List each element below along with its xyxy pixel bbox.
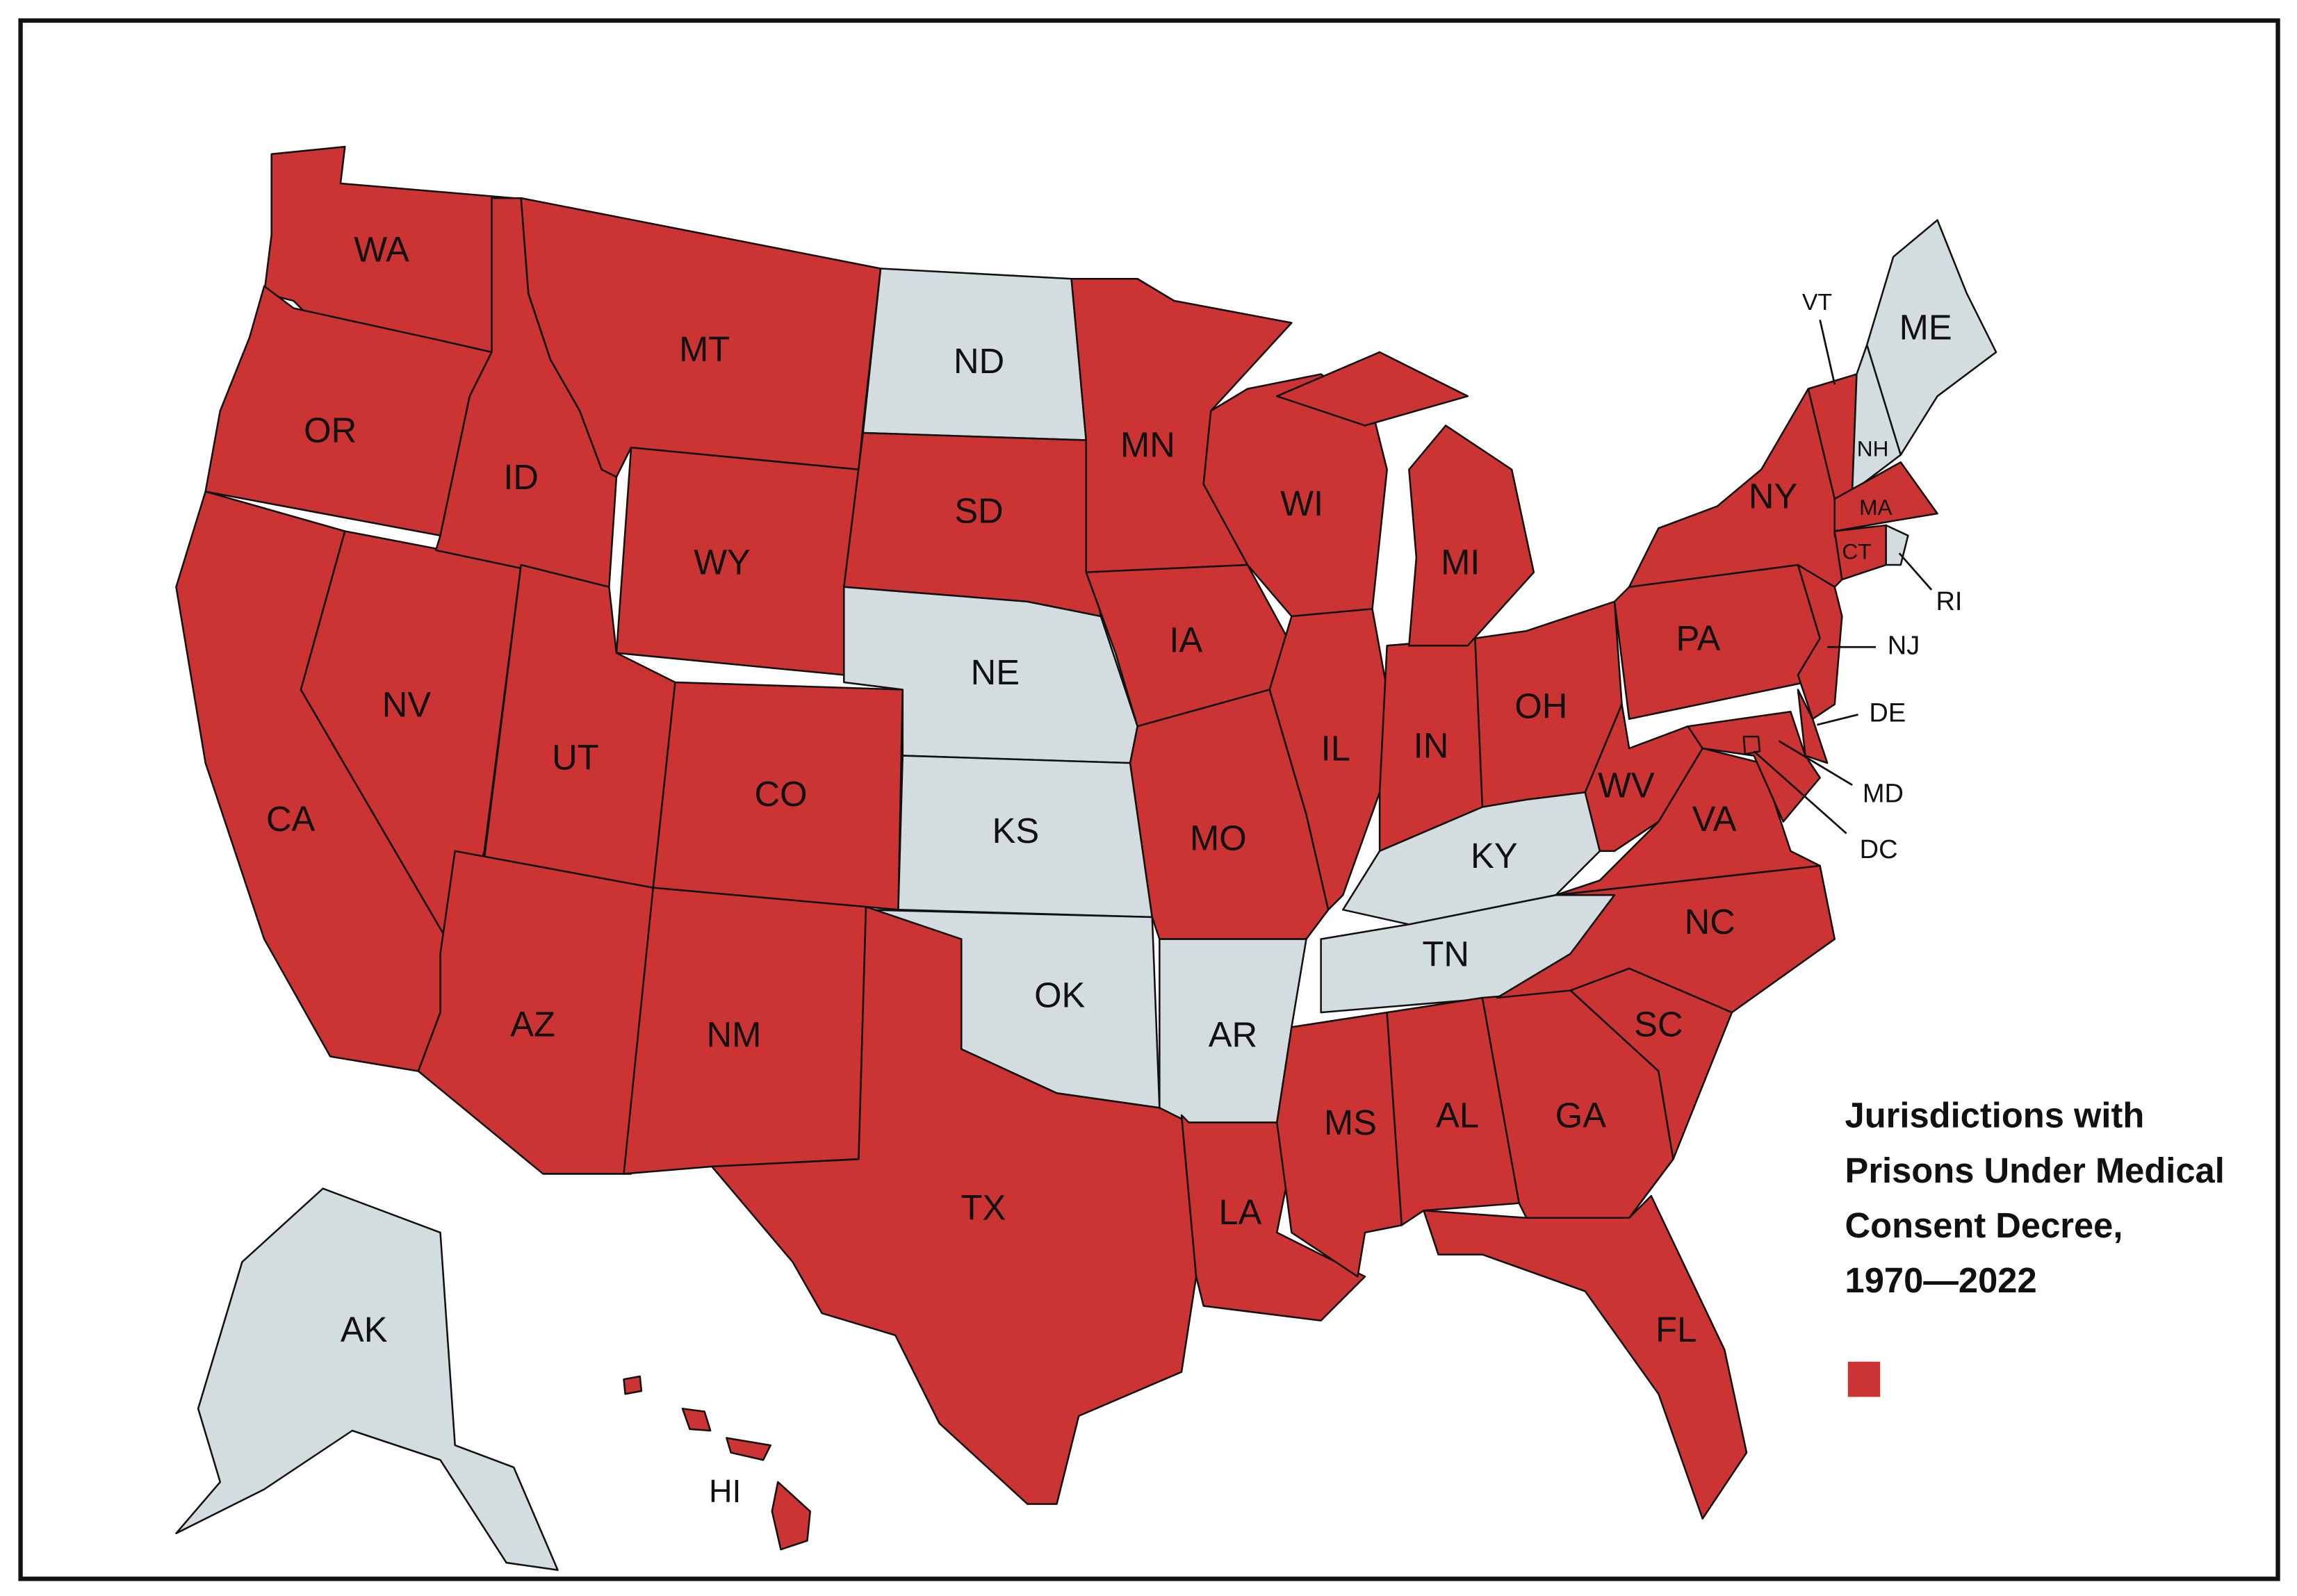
state-label: NJ xyxy=(1888,631,1920,660)
state-shape xyxy=(1268,608,1388,911)
state-label: AR xyxy=(1209,1014,1257,1054)
state-shape xyxy=(726,1437,771,1461)
state-label: CA xyxy=(266,799,316,839)
state-label: KY xyxy=(1471,836,1518,875)
state-label: VT xyxy=(1802,289,1832,315)
state-shape xyxy=(623,1375,643,1395)
state-label: AL xyxy=(1436,1096,1479,1135)
state-labels: WA OR CA NV ID MT WY UT CO AZ NM ND SD NE KS OK TX MN IA MO… xyxy=(266,230,1963,1509)
state-shape xyxy=(771,1481,811,1551)
state-label: NV xyxy=(382,684,432,724)
state-label: VA xyxy=(1692,799,1737,839)
state-label: NH xyxy=(1857,436,1889,461)
state-label: KS xyxy=(992,811,1040,850)
state-label: ID xyxy=(503,457,539,497)
state-label: NM xyxy=(707,1014,762,1054)
state-label: MI xyxy=(1441,542,1480,582)
leader-line xyxy=(1898,552,1933,591)
state-label: UT xyxy=(552,737,599,777)
state-label: MD xyxy=(1863,780,1904,809)
state-label: IL xyxy=(1321,729,1350,768)
leader-line xyxy=(1778,740,1853,786)
state-label: MN xyxy=(1120,425,1175,464)
state-label: CT xyxy=(1842,539,1871,564)
state-label: SD xyxy=(954,491,1003,531)
leader-line xyxy=(1753,750,1847,834)
state-label: MO xyxy=(1190,818,1247,857)
legend: Jurisdictions with Prisons Under Medical C… xyxy=(1845,1096,2225,1397)
state-label: GA xyxy=(1555,1096,1606,1135)
state-label: DE xyxy=(1869,698,1906,727)
states xyxy=(175,145,1997,1571)
state-label: PA xyxy=(1676,618,1720,658)
state-label: NY xyxy=(1749,476,1797,516)
state-shape xyxy=(175,1187,559,1571)
state-shape xyxy=(1742,735,1761,755)
state-label: ND xyxy=(954,341,1004,381)
state-label: MT xyxy=(679,329,730,369)
state-label: CO xyxy=(754,774,807,814)
leader-line xyxy=(1819,320,1836,385)
state-label: WA xyxy=(354,230,409,270)
state-label: SC xyxy=(1634,1005,1683,1044)
legend-title: 1970—2022 xyxy=(1845,1260,2037,1300)
state-label: OK xyxy=(1034,975,1085,1014)
legend-title: Jurisdictions with xyxy=(1845,1096,2145,1135)
state-label: OH xyxy=(1514,686,1567,725)
state-label: FL xyxy=(1656,1310,1697,1349)
state-shape xyxy=(1386,996,1520,1226)
state-shape xyxy=(1797,689,1829,764)
state-shape xyxy=(1423,1194,1748,1520)
state-label: HI xyxy=(709,1473,741,1509)
state-shape xyxy=(1687,710,1821,823)
legend-title: Consent Decree, xyxy=(1845,1206,2123,1245)
state-label: RI xyxy=(1936,587,1962,616)
state-shape xyxy=(1496,864,1836,1014)
state-label: NE xyxy=(971,652,1020,692)
state-label: WV xyxy=(1598,765,1655,805)
state-label: TX xyxy=(961,1188,1006,1228)
state-shape xyxy=(1408,425,1535,647)
state-label: WY xyxy=(694,542,751,582)
state-label: IN xyxy=(1414,725,1449,765)
state-shape xyxy=(1865,219,1997,456)
state-shape xyxy=(1276,351,1469,427)
state-label: MA xyxy=(1859,495,1893,520)
state-label: MS xyxy=(1324,1103,1377,1142)
state-label: DC xyxy=(1860,835,1898,864)
state-shape xyxy=(710,905,1197,1505)
state-shape xyxy=(1797,563,1843,721)
state-label: WI xyxy=(1280,484,1323,523)
state-label: NC xyxy=(1685,902,1735,941)
legend-title: Prisons Under Medical xyxy=(1845,1151,2225,1190)
state-label: LA xyxy=(1218,1192,1261,1232)
state-label: TN xyxy=(1422,934,1469,973)
state-label: AK xyxy=(341,1310,388,1349)
legend-swatch xyxy=(1847,1361,1881,1397)
state-label: IA xyxy=(1169,620,1202,659)
state-label: AZ xyxy=(510,1005,555,1044)
state-shape xyxy=(681,1408,712,1432)
state-shape xyxy=(1833,461,1938,532)
leader-line xyxy=(1817,714,1858,726)
state-label: OR xyxy=(304,410,357,450)
state-label: ME xyxy=(1899,308,1952,347)
state-shape xyxy=(1885,524,1909,566)
